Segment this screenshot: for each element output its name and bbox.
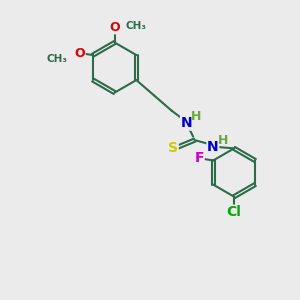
- Text: N: N: [207, 140, 219, 154]
- Text: Cl: Cl: [227, 205, 242, 219]
- Text: S: S: [168, 141, 178, 155]
- Text: CH₃: CH₃: [46, 54, 68, 64]
- Text: CH₃: CH₃: [126, 21, 147, 31]
- Text: O: O: [110, 21, 120, 34]
- Text: F: F: [195, 151, 204, 165]
- Text: O: O: [74, 47, 85, 60]
- Text: H: H: [218, 134, 228, 147]
- Text: H: H: [190, 110, 201, 123]
- Text: N: N: [181, 116, 192, 130]
